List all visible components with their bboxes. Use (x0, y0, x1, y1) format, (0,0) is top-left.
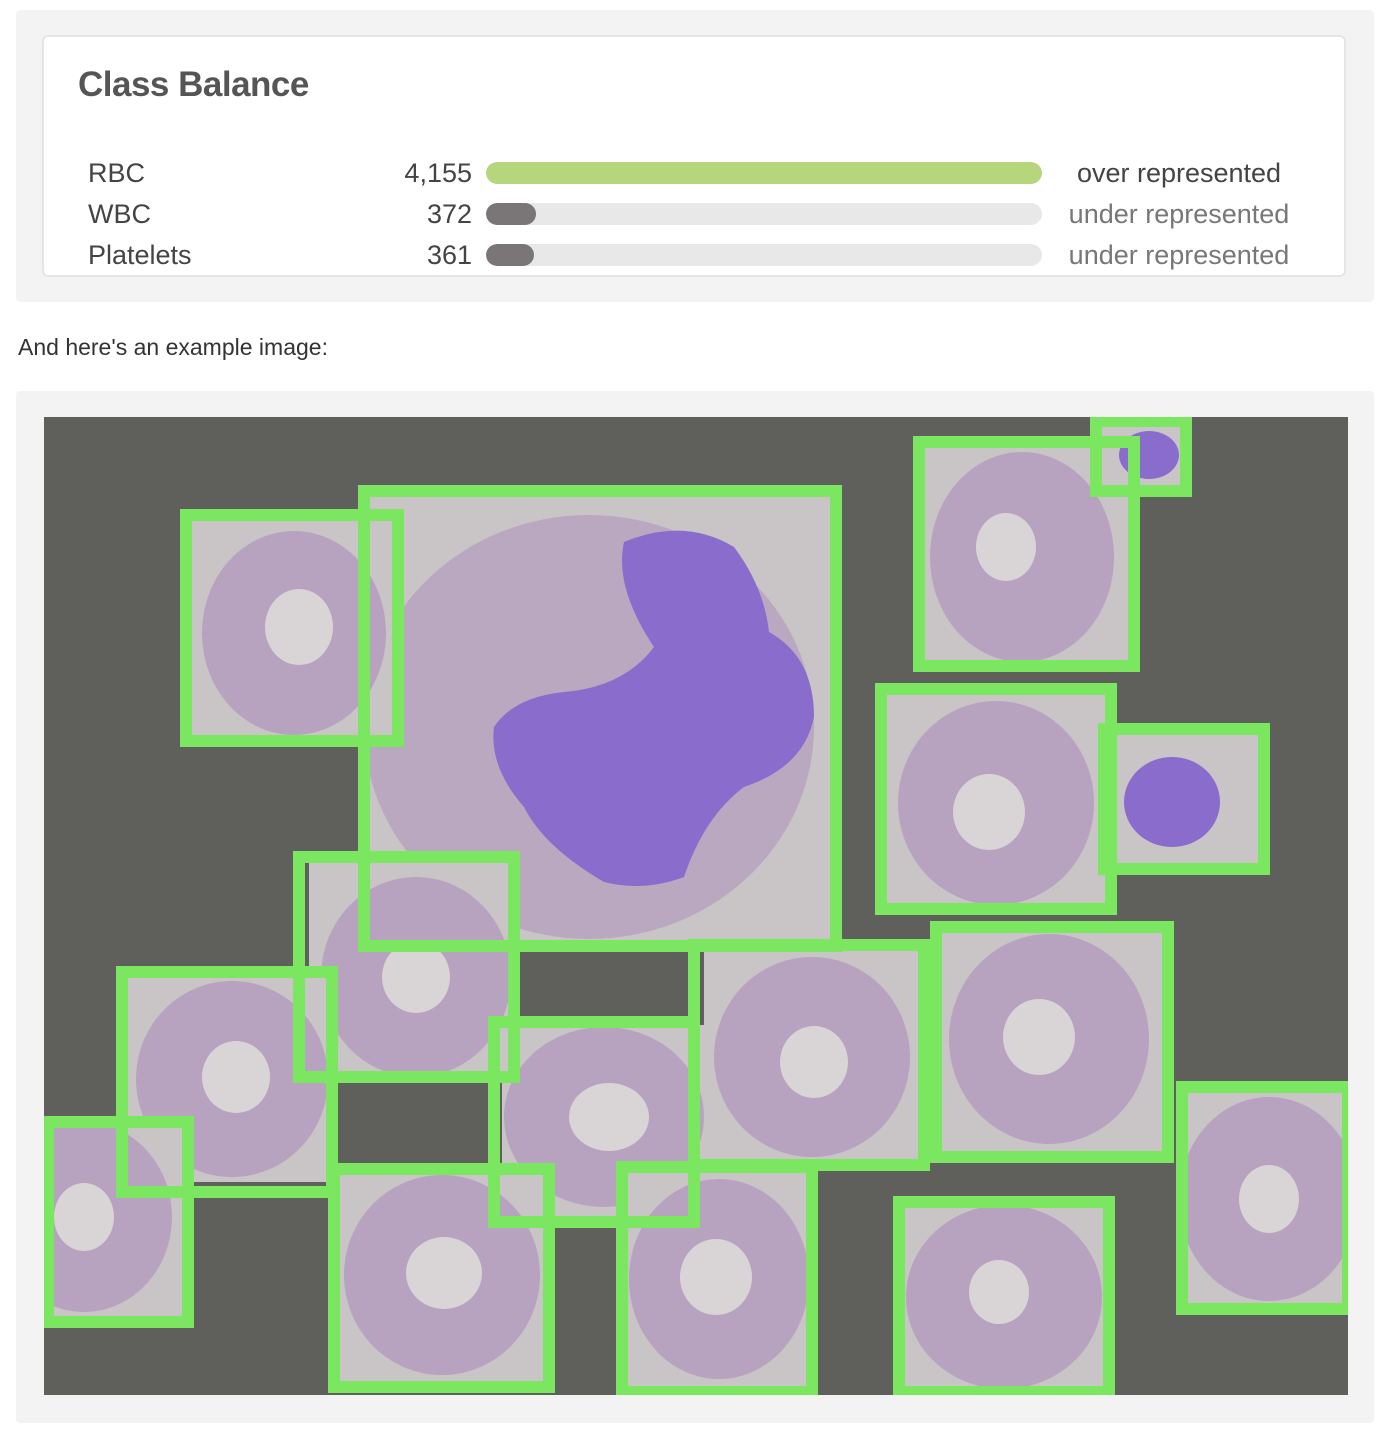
class-count: 4,155 (404, 158, 472, 188)
class-row-wbc: WBC 372 under represented (44, 194, 1344, 234)
example-image (44, 417, 1348, 1395)
class-status: over represented (1076, 158, 1282, 188)
class-label: WBC (88, 199, 151, 229)
class-bar-track (486, 162, 1042, 184)
class-status: under represented (1068, 240, 1290, 270)
class-bar-track (486, 244, 1042, 266)
bounding-boxes (44, 417, 1348, 1395)
example-caption: And here's an example image: (18, 334, 328, 360)
class-balance-title: Class Balance (78, 65, 309, 104)
small-cells (1099, 419, 1266, 873)
class-bar-fill (486, 244, 535, 266)
bounding-box (1176, 1081, 1348, 1315)
class-count: 372 (426, 199, 472, 229)
bounding-box (893, 1196, 1115, 1395)
bounding-box (875, 683, 1117, 915)
bounding-box (180, 509, 404, 747)
bounding-box (616, 1161, 818, 1395)
class-row-platelets: Platelets 361 under represented (44, 235, 1344, 275)
class-balance-card: Class Balance RBC 4,155 over represented… (42, 35, 1346, 277)
class-status: under represented (1068, 199, 1290, 229)
class-bar-track (486, 203, 1042, 225)
class-label: RBC (88, 158, 146, 188)
class-bar-fill (486, 203, 536, 225)
bounding-box (328, 1163, 555, 1393)
example-image-panel (16, 391, 1374, 1423)
class-row-rbc: RBC 4,155 over represented (44, 153, 1344, 193)
bounding-box (116, 966, 338, 1198)
bounding-box (930, 921, 1174, 1163)
class-balance-panel: Class Balance RBC 4,155 over represented… (16, 10, 1374, 302)
class-count: 361 (426, 240, 472, 270)
bounding-box (913, 436, 1140, 672)
class-label: Platelets (88, 240, 192, 270)
bounding-box (1098, 723, 1270, 875)
class-bar-fill (486, 162, 1042, 184)
bounding-box (358, 485, 842, 952)
bounding-box (1090, 417, 1192, 497)
bounding-box (44, 1116, 194, 1328)
